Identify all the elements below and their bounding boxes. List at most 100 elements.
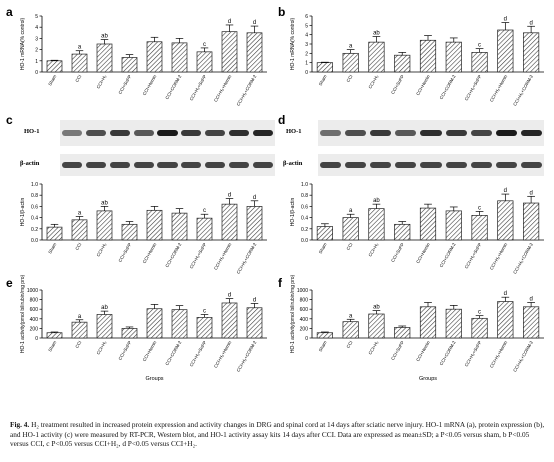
significance-letter: ab [373, 31, 380, 37]
category-label: CCI+H₂+CORM-2 [512, 242, 534, 275]
panel-letter-d: d [278, 113, 286, 127]
category-label: CCI+SnPP [117, 242, 132, 263]
blot-band [157, 130, 178, 136]
blot-band [61, 130, 82, 136]
blot-band [470, 130, 492, 136]
y-axis-label: HO-1 activity(pmol bilirubin/mg pro) [20, 274, 26, 353]
category-label: CCI+CORM-2 [164, 74, 182, 101]
category-label: CCI+CORM-2 [164, 340, 182, 367]
bar [471, 317, 488, 339]
y-tick-label: 0.0 [301, 238, 308, 244]
category-label: CCI+Hemin [415, 340, 431, 363]
blot-band [520, 162, 542, 168]
bar [146, 308, 163, 339]
bar [523, 306, 540, 339]
y-axis-label: HO-1 mRNA(% control) [20, 18, 26, 71]
category-label: CCI+SnPP [390, 242, 405, 263]
significance-letter: d [228, 193, 231, 199]
significance-letter: c [478, 205, 481, 211]
panel-letter-f: f [278, 276, 282, 290]
blot-band [370, 130, 392, 136]
bar [394, 223, 411, 241]
significance-letter: d [504, 188, 507, 194]
y-tick-label: 0 [305, 70, 308, 76]
blot-label-ho1-d: HO-1 [286, 128, 302, 135]
bar [497, 200, 514, 241]
bar [196, 51, 213, 73]
category-label: CCI+Hemin [415, 242, 431, 265]
y-tick-label: 3 [305, 42, 308, 48]
category-label: CCI+H₂+CORM-2 [512, 340, 534, 373]
category-label: CCI [74, 242, 82, 251]
bar [46, 60, 63, 73]
y-tick-label: 5 [35, 14, 38, 20]
bar [342, 321, 359, 339]
category-label: Sham [47, 74, 57, 87]
y-tick-label: 400 [300, 317, 309, 323]
bar [523, 202, 540, 241]
western-blot-actin-c [60, 154, 275, 176]
y-tick-label: 1 [305, 61, 308, 67]
bar [316, 62, 333, 73]
blot-band [320, 130, 342, 136]
y-tick-label: 600 [30, 307, 39, 313]
category-label: Sham [318, 340, 328, 353]
significance-letter: c [203, 208, 206, 214]
y-tick-label: 0.0 [31, 238, 38, 244]
category-label: CCI+Hemin [142, 242, 158, 265]
y-tick-label: 1.0 [301, 182, 308, 188]
category-label: CCI+H₂+SnPP [464, 340, 483, 367]
blot-band [395, 130, 417, 136]
bar [445, 41, 462, 73]
significance-letter: d [504, 291, 507, 297]
significance-letter: ab [101, 34, 108, 40]
blot-band [61, 162, 82, 168]
y-tick-label: 1 [35, 59, 38, 65]
bar [419, 306, 437, 339]
category-label: CCI [345, 74, 353, 83]
panel-letter-c: c [6, 113, 13, 127]
bar [394, 54, 411, 73]
panel-letter-e: e [6, 276, 13, 290]
blot-band [157, 162, 178, 168]
bar [171, 309, 188, 339]
category-label: CCI+H₂+Hemin [213, 340, 233, 369]
category-label: CCI+CORM-2 [439, 340, 457, 367]
bar [497, 301, 514, 339]
y-tick-label: 0 [35, 336, 38, 342]
western-blot-actin-d [318, 154, 544, 176]
y-axis-label: HO-1 mRNA(% control) [290, 18, 296, 71]
category-label: CCI+H₂+CORM-2 [236, 340, 258, 373]
significance-letter: c [478, 43, 481, 49]
bar [246, 206, 263, 241]
y-tick-label: 0.4 [301, 216, 308, 222]
category-label: CCI+H₂+Hemin [213, 242, 233, 271]
blot-band [495, 162, 517, 168]
bar [221, 203, 238, 241]
category-label: CCI+H₂+Hemin [489, 242, 509, 271]
significance-letter: d [253, 297, 256, 303]
y-tick-label: 2 [305, 51, 308, 57]
significance-letter: ab [373, 305, 380, 311]
bar [196, 217, 213, 241]
significance-letter: a [349, 44, 353, 50]
blot-band [205, 162, 226, 168]
blot-band [181, 162, 202, 168]
blot-band [133, 130, 154, 136]
bar [394, 327, 411, 339]
category-label: Sham [318, 74, 328, 87]
category-label: CCI+SnPP [117, 74, 132, 95]
y-tick-label: 400 [30, 317, 39, 323]
bar-charts: 0 1 2 3 4 5 HO-1 mRNA(% control) Sham a CCI ab CCI+… [20, 14, 544, 382]
blot-band [253, 162, 274, 168]
category-label: CCI+CORM-2 [439, 242, 457, 269]
y-tick-label: 0.6 [301, 204, 308, 210]
category-label: CCI+SnPP [117, 340, 132, 361]
bar [419, 207, 437, 241]
blot-band [109, 130, 130, 136]
bar [96, 210, 113, 241]
bar [368, 208, 385, 241]
category-label: CCI+SnPP [390, 340, 405, 361]
blot-band [470, 162, 492, 168]
y-tick-label: 5 [305, 23, 308, 29]
